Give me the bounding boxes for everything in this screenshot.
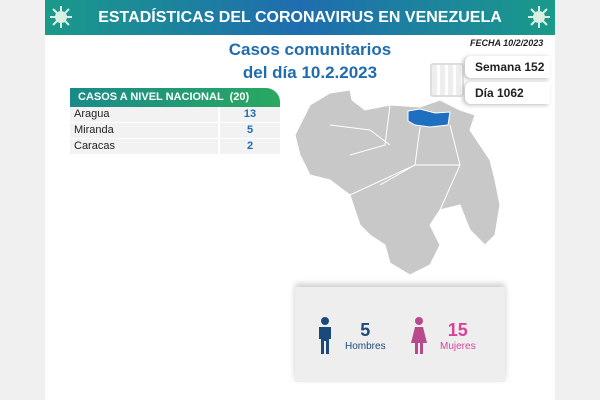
map-states-highlighted [407,108,451,128]
infographic: ESTADÍSTICAS DEL CORONAVIRUS EN VENEZUEL… [45,0,555,400]
calendar-icon [430,63,464,97]
state-count: 2 [220,139,280,154]
woman-icon [411,317,427,354]
subtitle-line2: del día 10.2.2023 [242,63,378,82]
women-count: 15 [447,320,468,340]
page-title: ESTADÍSTICAS DEL CORONAVIRUS EN VENEZUEL… [98,9,502,26]
women-label: Mujeres [440,341,476,352]
men-count: 5 [360,320,371,340]
men-label: Hombres [345,341,386,352]
state-name: Miranda [70,123,218,138]
day-badge: Día 1062 [465,82,550,104]
virus-icon [528,6,550,28]
women-stat: 15 Mujeres [410,317,476,355]
state-count: 13 [220,107,280,122]
subtitle: Casos comunitarios del día 10.2.2023 [195,38,425,84]
virus-icon [50,6,72,28]
week-badge: Semana 152 [465,56,550,78]
table-header: CASOS A NIVEL NACIONAL (20) [70,88,280,107]
date-label: FECHA 10/2/2023 [470,38,544,48]
table-row: Aragua 13 [70,107,280,123]
gender-panel: 5 Hombres 15 Mujeres [295,287,505,382]
subtitle-line1: Casos comunitarios [228,40,392,59]
cases-table: CASOS A NIVEL NACIONAL (20) Aragua 13 Mir… [70,88,280,155]
venezuela-map [294,89,501,276]
table-row: Caracas 2 [70,139,280,155]
table-row: Miranda 5 [70,123,280,139]
men-stat: 5 Hombres [317,317,386,355]
map-country [294,89,501,276]
state-name: Aragua [70,107,218,122]
man-icon [319,317,331,354]
state-name: Caracas [70,139,218,154]
state-borders [329,104,461,211]
state-count: 5 [220,123,280,138]
header-banner: ESTADÍSTICAS DEL CORONAVIRUS EN VENEZUEL… [45,0,555,35]
